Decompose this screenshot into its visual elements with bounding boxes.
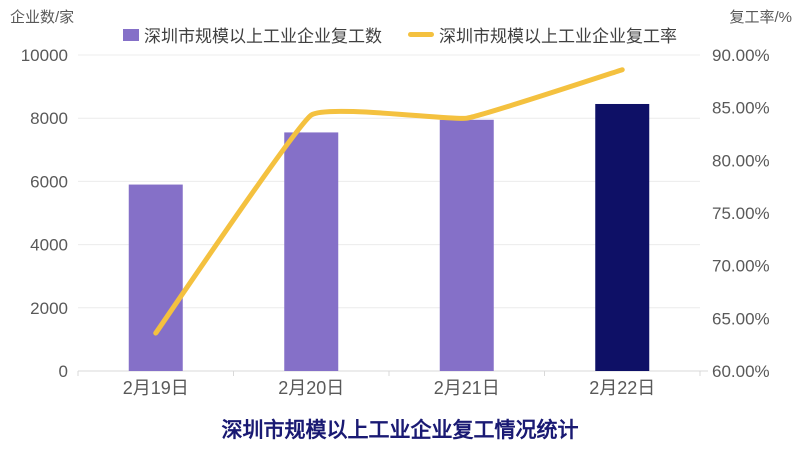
- x-category-label: 2月22日: [589, 378, 655, 398]
- right-axis-title: 复工率/%: [729, 9, 792, 26]
- bar-series-legend-marker: [123, 28, 139, 41]
- x-category-label: 2月20日: [278, 378, 344, 398]
- y-right-tick-label: 75.00%: [712, 204, 770, 223]
- y-left-tick-label: 4000: [30, 236, 68, 255]
- y-right-tick-label: 70.00%: [712, 257, 770, 276]
- y-right-tick-label: 90.00%: [712, 46, 770, 65]
- y-left-tick-label: 8000: [30, 109, 68, 128]
- bar: [439, 119, 494, 371]
- line-series-legend-label: 深圳市规模以上工业企业复工率: [439, 27, 677, 46]
- legend: 深圳市规模以上工业企业复工数 深圳市规模以上工业企业复工率: [0, 22, 800, 47]
- rate-line: [153, 67, 625, 336]
- y-left-tick-label: 6000: [30, 172, 68, 191]
- bar-series-legend-label: 深圳市规模以上工业企业复工数: [144, 27, 382, 46]
- x-category-label: 2月21日: [434, 378, 500, 398]
- y-right-tick-label: 65.00%: [712, 309, 770, 328]
- y-right-tick-label: 80.00%: [712, 151, 770, 170]
- y-left-tick-label: 0: [59, 362, 68, 381]
- y-left-tick-label: 10000: [21, 46, 68, 65]
- line-series-legend-marker: [408, 32, 434, 37]
- bar: [284, 132, 339, 371]
- legend-item-bar-series: 深圳市规模以上工业企业复工数: [123, 22, 382, 47]
- bar: [128, 184, 183, 371]
- x-category-label: 2月19日: [123, 378, 189, 398]
- left-axis-title: 企业数/家: [10, 9, 75, 26]
- y-left-tick-label: 2000: [30, 299, 68, 318]
- y-right-tick-label: 85.00%: [712, 99, 770, 118]
- legend-item-line-series: 深圳市规模以上工业企业复工率: [408, 22, 677, 47]
- y-right-tick-label: 60.00%: [712, 362, 770, 381]
- bar: [595, 103, 650, 371]
- chart-title: 深圳市规模以上工业企业复工情况统计: [221, 419, 579, 442]
